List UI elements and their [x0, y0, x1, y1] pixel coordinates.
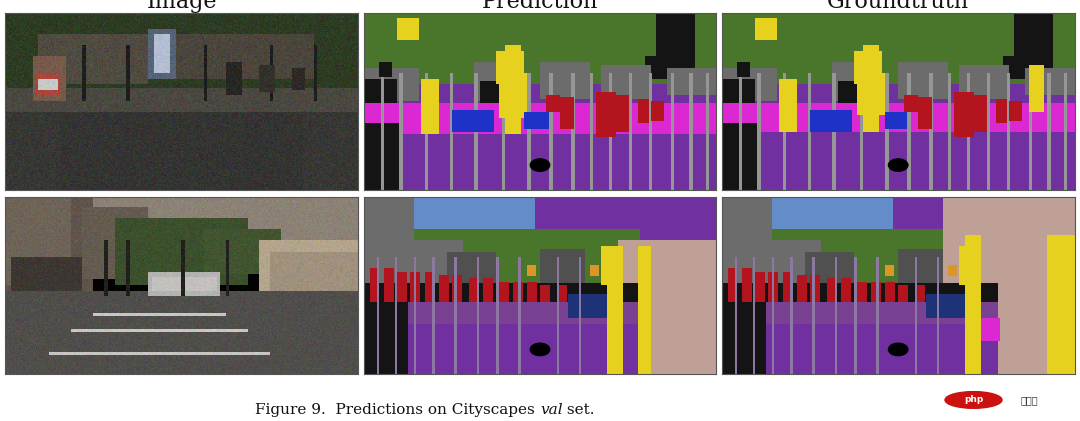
Text: 中文网: 中文网 — [1021, 395, 1038, 405]
Title: Prediction: Prediction — [482, 0, 598, 13]
Ellipse shape — [889, 343, 908, 356]
Text: val: val — [540, 403, 563, 418]
Ellipse shape — [530, 343, 550, 356]
Ellipse shape — [530, 159, 550, 171]
Ellipse shape — [889, 159, 908, 171]
Text: set.: set. — [562, 403, 594, 418]
Text: php: php — [963, 395, 983, 405]
Title: Image: Image — [147, 0, 217, 13]
Text: Figure 9.  Predictions on Cityscapes: Figure 9. Predictions on Cityscapes — [255, 403, 540, 418]
Title: Groundtruth: Groundtruth — [827, 0, 969, 13]
Circle shape — [945, 392, 1002, 408]
